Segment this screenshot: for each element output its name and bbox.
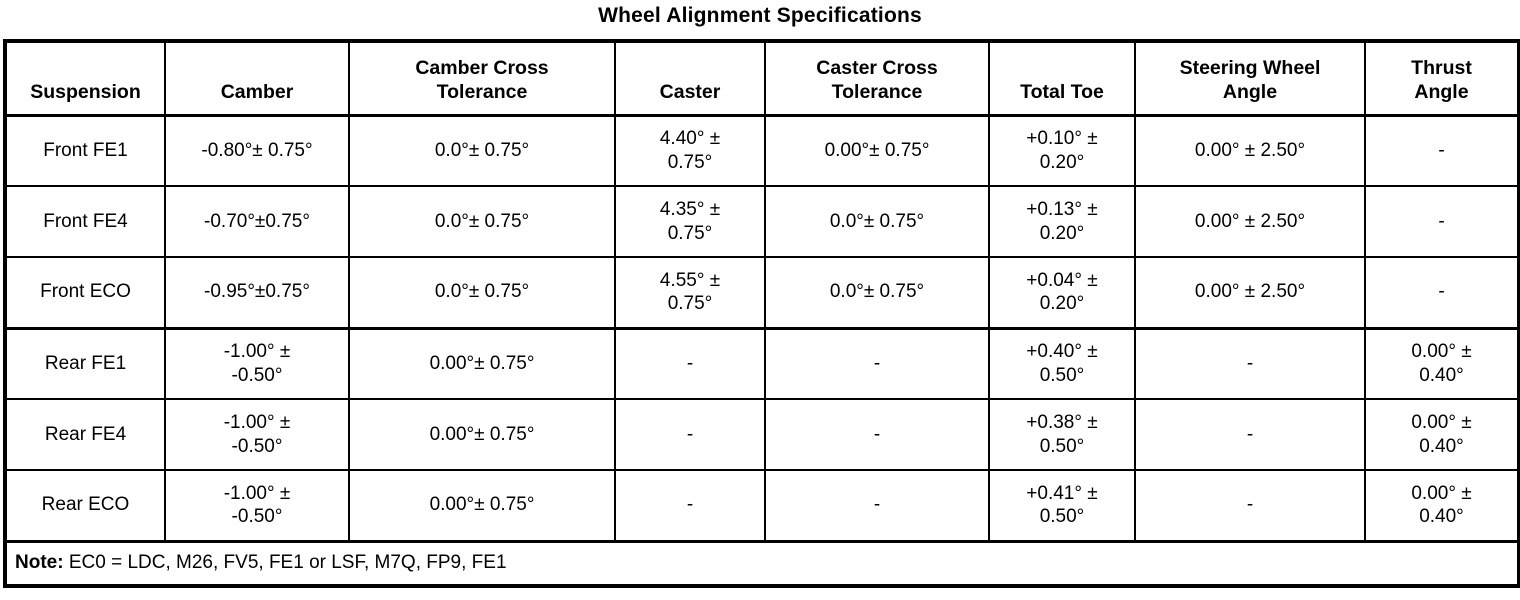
cell-total-toe: +0.41° ± 0.50° bbox=[988, 469, 1136, 542]
table-row-front-fe1: Front FE1 -0.80°± 0.75° 0.0°± 0.75° 4.40… bbox=[4, 114, 1520, 187]
table-row-front-fe4: Front FE4 -0.70°±0.75° 0.0°± 0.75° 4.35°… bbox=[4, 185, 1520, 258]
wheel-alignment-table: Suspension Camber Camber Cross Tolerance… bbox=[3, 39, 1520, 588]
cell-caster-cross: 0.00°± 0.75° bbox=[764, 114, 990, 187]
column-header-caster-cross-tolerance: Caster Cross Tolerance bbox=[764, 40, 990, 117]
cell-caster-cross: 0.0°± 0.75° bbox=[764, 256, 990, 329]
cell-camber-cross: 0.0°± 0.75° bbox=[348, 114, 616, 187]
cell-thrust: - bbox=[1364, 256, 1520, 329]
cell-steering: - bbox=[1134, 398, 1366, 471]
cell-steering: 0.00° ± 2.50° bbox=[1134, 114, 1366, 187]
cell-camber: -1.00° ± -0.50° bbox=[164, 398, 350, 471]
cell-steering: 0.00° ± 2.50° bbox=[1134, 256, 1366, 329]
cell-caster-cross: 0.0°± 0.75° bbox=[764, 185, 990, 258]
cell-caster-cross: - bbox=[764, 469, 990, 542]
cell-caster: - bbox=[614, 398, 766, 471]
table-row-rear-fe1: Rear FE1 -1.00° ± -0.50° 0.00°± 0.75° - … bbox=[4, 326, 1520, 400]
cell-caster-cross: - bbox=[764, 326, 990, 400]
column-header-total-toe: Total Toe bbox=[988, 40, 1136, 117]
note-label: Note: bbox=[15, 552, 64, 574]
cell-thrust: - bbox=[1364, 185, 1520, 258]
page-title: Wheel Alignment Specifications bbox=[598, 4, 922, 27]
cell-total-toe: +0.13° ± 0.20° bbox=[988, 185, 1136, 258]
cell-suspension: Front FE1 bbox=[4, 114, 166, 187]
cell-camber-cross: 0.0°± 0.75° bbox=[348, 185, 616, 258]
cell-thrust: 0.00° ± 0.40° bbox=[1364, 398, 1520, 471]
cell-camber: -1.00° ± -0.50° bbox=[164, 326, 350, 400]
cell-total-toe: +0.38° ± 0.50° bbox=[988, 398, 1136, 471]
cell-thrust: 0.00° ± 0.40° bbox=[1364, 326, 1520, 400]
cell-caster: 4.40° ± 0.75° bbox=[614, 114, 766, 187]
column-header-thrust-angle: Thrust Angle bbox=[1364, 40, 1520, 117]
column-header-caster: Caster bbox=[614, 40, 766, 117]
column-header-camber: Camber bbox=[164, 40, 350, 117]
cell-total-toe: +0.04° ± 0.20° bbox=[988, 256, 1136, 329]
cell-caster: 4.55° ± 0.75° bbox=[614, 256, 766, 329]
cell-steering: - bbox=[1134, 469, 1366, 542]
cell-camber: -0.95°±0.75° bbox=[164, 256, 350, 329]
cell-steering: - bbox=[1134, 326, 1366, 400]
note-cell: Note: EC0 = LDC, M26, FV5, FE1 or LSF, M… bbox=[4, 539, 1520, 587]
cell-camber: -1.00° ± -0.50° bbox=[164, 469, 350, 542]
header-row: Suspension Camber Camber Cross Tolerance… bbox=[4, 40, 1520, 117]
column-header-steering-wheel-angle: Steering Wheel Angle bbox=[1134, 40, 1366, 117]
cell-total-toe: +0.40° ± 0.50° bbox=[988, 326, 1136, 400]
column-header-suspension: Suspension bbox=[4, 40, 166, 117]
cell-total-toe: +0.10° ± 0.20° bbox=[988, 114, 1136, 187]
cell-camber: -0.70°±0.75° bbox=[164, 185, 350, 258]
cell-suspension: Rear FE4 bbox=[4, 398, 166, 471]
cell-camber: -0.80°± 0.75° bbox=[164, 114, 350, 187]
cell-suspension: Rear ECO bbox=[4, 469, 166, 542]
cell-suspension: Front FE4 bbox=[4, 185, 166, 258]
note-text: EC0 = LDC, M26, FV5, FE1 or LSF, M7Q, FP… bbox=[63, 552, 507, 574]
cell-caster: 4.35° ± 0.75° bbox=[614, 185, 766, 258]
cell-camber-cross: 0.00°± 0.75° bbox=[348, 326, 616, 400]
cell-camber-cross: 0.0°± 0.75° bbox=[348, 256, 616, 329]
cell-caster: - bbox=[614, 326, 766, 400]
column-header-camber-cross-tolerance: Camber Cross Tolerance bbox=[348, 40, 616, 117]
cell-camber-cross: 0.00°± 0.75° bbox=[348, 398, 616, 471]
table-row-rear-eco: Rear ECO -1.00° ± -0.50° 0.00°± 0.75° - … bbox=[4, 469, 1520, 542]
cell-thrust: 0.00° ± 0.40° bbox=[1364, 469, 1520, 542]
table-row-rear-fe4: Rear FE4 -1.00° ± -0.50° 0.00°± 0.75° - … bbox=[4, 398, 1520, 471]
cell-camber-cross: 0.00°± 0.75° bbox=[348, 469, 616, 542]
cell-suspension: Front ECO bbox=[4, 256, 166, 329]
cell-suspension: Rear FE1 bbox=[4, 326, 166, 400]
cell-caster-cross: - bbox=[764, 398, 990, 471]
table-row-front-eco: Front ECO -0.95°±0.75° 0.0°± 0.75° 4.55°… bbox=[4, 256, 1520, 329]
note-row: Note: EC0 = LDC, M26, FV5, FE1 or LSF, M… bbox=[4, 539, 1520, 587]
cell-steering: 0.00° ± 2.50° bbox=[1134, 185, 1366, 258]
cell-thrust: - bbox=[1364, 114, 1520, 187]
cell-caster: - bbox=[614, 469, 766, 542]
